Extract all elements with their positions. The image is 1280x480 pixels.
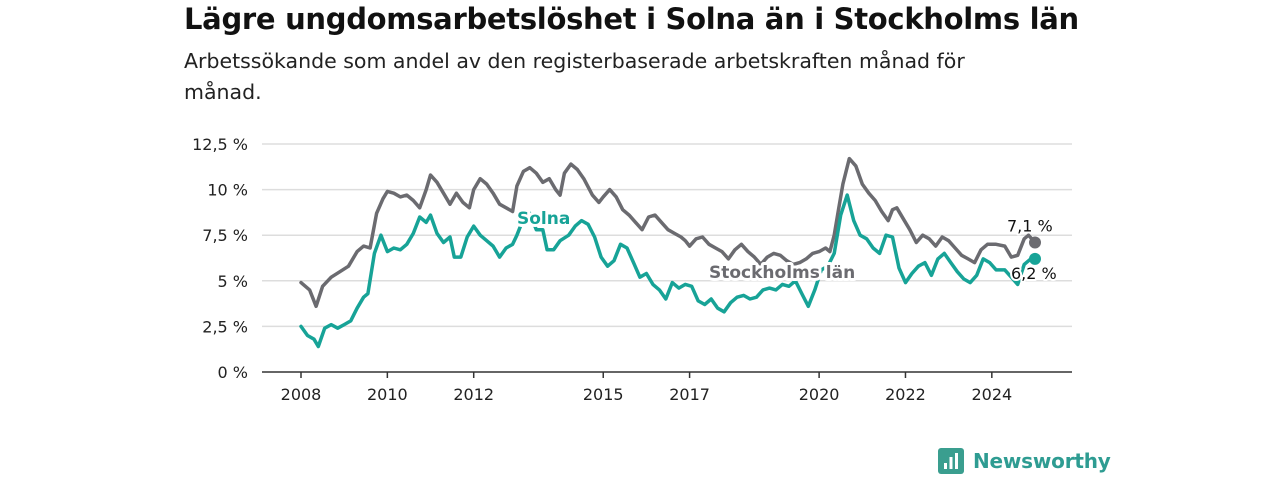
brand-name: Newsworthy [973, 449, 1111, 473]
y-tick-label: 7,5 % [202, 226, 248, 245]
x-tick-label: 2020 [799, 385, 840, 404]
chart-subtitle: Arbetssökande som andel av den registerb… [184, 49, 965, 104]
x-tick-label: 2012 [453, 385, 494, 404]
series-label-stockholms-l-n: Stockholms län [709, 263, 855, 283]
x-tick-label: 2015 [583, 385, 624, 404]
series-line-stockholms-l-n [299, 156, 1037, 309]
newsworthy-brand: Newsworthy [937, 447, 1111, 475]
y-tick-label: 12,5 % [192, 135, 248, 154]
end-value-label-solna: 6,2 % [1011, 264, 1057, 283]
y-tick-label: 5 % [218, 272, 248, 291]
x-tick-label: 2022 [885, 385, 926, 404]
y-tick-label: 0 % [218, 363, 248, 382]
y-tick-label: 10 % [207, 181, 248, 200]
end-point-stockholms-l-n [1029, 236, 1041, 249]
newsworthy-logo-icon [938, 448, 964, 474]
x-tick-label: 2017 [669, 385, 710, 404]
series-line-solna [299, 193, 1037, 349]
x-tick-label: 2008 [281, 385, 322, 404]
x-tick-label: 2024 [971, 385, 1012, 404]
end-point-solna [1029, 252, 1041, 265]
end-value-label-stockholms-l-n: 7,1 % [1007, 216, 1053, 235]
y-tick-label: 2,5 % [202, 317, 248, 336]
series-label-solna: Solna [517, 209, 570, 229]
chart-title: Lägre ungdomsarbetslöshet i Solna än i S… [184, 2, 1079, 36]
x-tick-label: 2010 [367, 385, 408, 404]
